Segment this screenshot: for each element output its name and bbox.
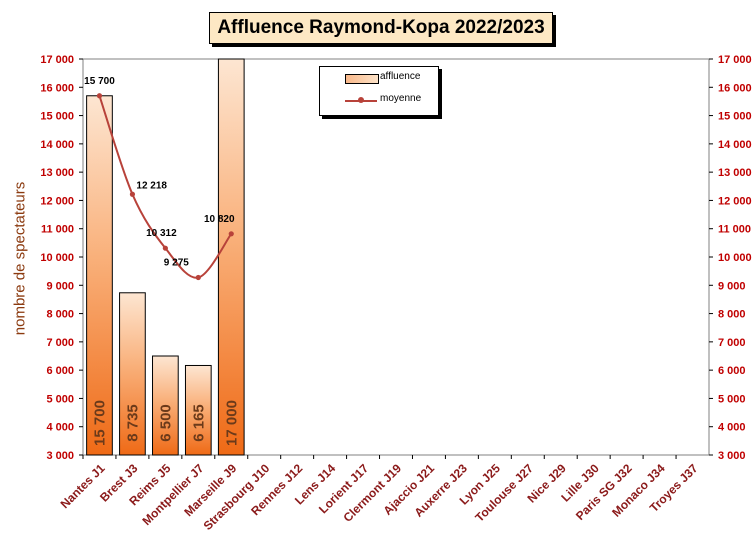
bar xyxy=(119,292,146,456)
bar xyxy=(217,58,245,456)
line-point xyxy=(96,93,103,99)
y-tick-label-left: 14 000 xyxy=(40,139,74,151)
bar xyxy=(86,95,113,456)
legend-label-moyenne: moyenne xyxy=(380,93,422,104)
line-series: 15 700 12 218 10 312 9 275 10 820 xyxy=(84,76,235,281)
bar-value-label: 6 500 xyxy=(157,404,174,442)
y-tick-label-right: 6 000 xyxy=(718,365,746,377)
y-tick-label-left: 13 000 xyxy=(40,167,74,179)
bar xyxy=(184,364,212,456)
y-tick-label-left: 12 000 xyxy=(40,195,74,207)
legend: affluence moyenne xyxy=(319,66,439,116)
y-tick-label-right: 4 000 xyxy=(718,422,746,434)
average-line xyxy=(98,95,233,279)
bar-value-label: 15 700 xyxy=(91,400,108,446)
y-tick-label-left: 17 000 xyxy=(40,54,74,66)
y-tick-label-right: 11 000 xyxy=(718,224,751,236)
y-tick-label-right: 12 000 xyxy=(718,195,752,207)
line-value-label: 12 218 xyxy=(136,180,167,191)
bar-value-label: 17 000 xyxy=(223,400,240,446)
y-tick-label-right: 8 000 xyxy=(718,309,746,321)
legend-swatch-bar xyxy=(345,74,379,84)
bar-series: 15 700 8 735 6 500 6 165 17 000 xyxy=(86,58,245,456)
x-tick-label: Nantes J1 xyxy=(58,461,108,511)
y-tick-label-left: 7 000 xyxy=(46,337,74,349)
line-point xyxy=(129,191,136,197)
y-tick-label-right: 9 000 xyxy=(718,280,746,292)
y-tick-label-left: 6 000 xyxy=(46,365,74,377)
line-point xyxy=(228,231,234,237)
y-tick-label-left: 16 000 xyxy=(40,82,74,94)
y-tick-label-left: 5 000 xyxy=(46,393,74,405)
y-tick-label-right: 15 000 xyxy=(718,111,752,123)
legend-marker xyxy=(358,97,364,103)
bar-value-label: 6 165 xyxy=(190,404,207,442)
legend-item-affluence: affluence xyxy=(320,69,438,89)
line-point xyxy=(162,245,168,251)
y-tick-label-right: 13 000 xyxy=(718,167,752,179)
y-tick-label-left: 11 000 xyxy=(41,224,74,236)
line-point xyxy=(195,274,201,281)
y-tick-label-left: 8 000 xyxy=(46,309,74,321)
legend-item-moyenne: moyenne xyxy=(320,91,438,111)
bar-value-label: 8 735 xyxy=(124,404,141,442)
line-value-label: 15 700 xyxy=(84,76,115,87)
chart-title: Affluence Raymond-Kopa 2022/2023 xyxy=(209,12,553,44)
y-tick-label-right: 14 000 xyxy=(718,139,752,151)
y-tick-label-left: 4 000 xyxy=(46,422,74,434)
y-tick-label-right: 5 000 xyxy=(718,393,746,405)
bar xyxy=(152,355,179,456)
y-tick-label-left: 10 000 xyxy=(40,252,74,264)
y-tick-label-left: 3 000 xyxy=(46,450,74,462)
y-tick-label-right: 17 000 xyxy=(718,54,752,66)
y-tick-label-left: 15 000 xyxy=(40,111,74,123)
y-tick-label-right: 3 000 xyxy=(718,450,746,462)
y-tick-label-right: 16 000 xyxy=(718,82,752,94)
y-tick-label-left: 9 000 xyxy=(46,280,74,292)
y-tick-label-right: 10 000 xyxy=(718,252,752,264)
line-value-label: 9 275 xyxy=(164,258,189,269)
legend-label-affluence: affluence xyxy=(380,71,421,82)
y-tick-label-right: 7 000 xyxy=(718,337,746,349)
line-value-label: 10 312 xyxy=(146,228,177,239)
line-value-label: 10 820 xyxy=(204,214,235,225)
